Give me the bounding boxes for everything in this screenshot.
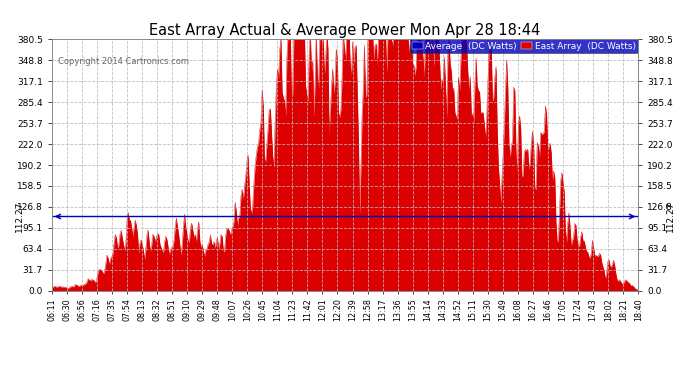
Title: East Array Actual & Average Power Mon Apr 28 18:44: East Array Actual & Average Power Mon Ap… xyxy=(149,23,541,38)
Text: Copyright 2014 Cartronics.com: Copyright 2014 Cartronics.com xyxy=(58,57,188,66)
Text: 112.27: 112.27 xyxy=(666,201,675,232)
Legend: Average  (DC Watts), East Array  (DC Watts): Average (DC Watts), East Array (DC Watts… xyxy=(409,39,638,53)
Text: 112.27: 112.27 xyxy=(15,201,24,232)
